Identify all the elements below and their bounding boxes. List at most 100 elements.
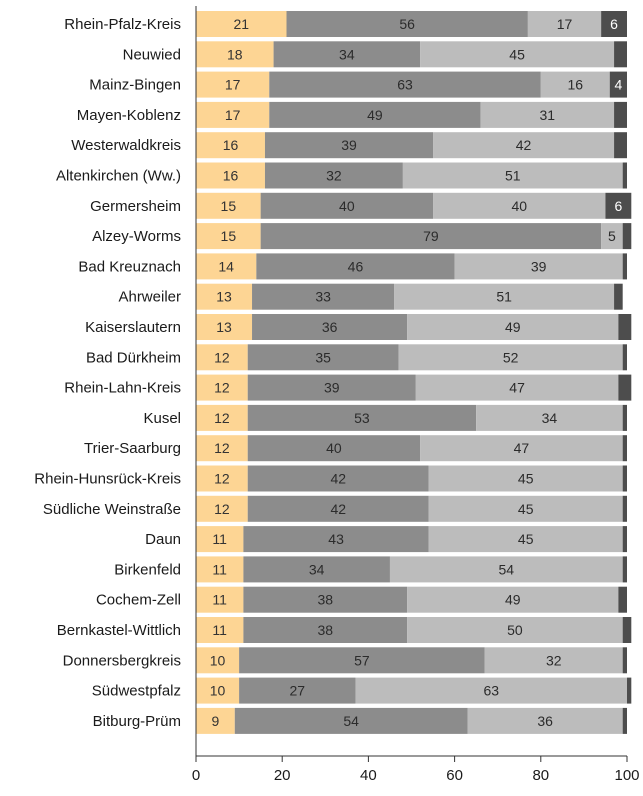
data-label: 45 [509, 46, 525, 62]
bar-segment-3 [389, 556, 623, 583]
bar-segment-1 [196, 374, 248, 401]
data-label: 40 [326, 440, 342, 456]
bar-segment-4 [614, 283, 623, 310]
bar-segment-3 [407, 314, 619, 340]
bar-segment-4 [618, 586, 627, 613]
bar-segment-4 [614, 132, 627, 159]
category-label: Bad Kreuznach [78, 258, 181, 275]
bar-segment-2 [243, 526, 429, 553]
data-label: 13 [216, 319, 232, 335]
bar-segment-4 [622, 556, 627, 583]
bar-segment-4 [622, 526, 627, 553]
bar-segment-1 [196, 314, 253, 340]
bar-segment-3 [527, 11, 602, 37]
data-label: 49 [367, 107, 383, 123]
bar-segment-4 [618, 314, 632, 340]
bar-segment-2 [243, 556, 390, 583]
category-label: Rhein-Hunsrück-Kreis [34, 471, 181, 488]
data-label: 16 [223, 137, 239, 153]
bar-segment-3 [428, 526, 623, 553]
data-label: 47 [509, 380, 525, 396]
bar-segment-3 [601, 223, 623, 250]
bar-segment-2 [256, 253, 455, 280]
bar-segment-3 [394, 283, 615, 310]
data-label: 12 [214, 410, 230, 426]
data-label: 63 [397, 77, 413, 93]
x-tick-label: 20 [274, 767, 291, 784]
bar-segment-1 [196, 41, 274, 68]
x-tick-label: 40 [360, 767, 377, 784]
bar-segment-1 [196, 132, 265, 159]
bar-segment-1 [196, 344, 248, 371]
data-label: 12 [214, 349, 230, 365]
data-label: 56 [399, 16, 415, 32]
category-label: Bad Dürkheim [86, 349, 181, 366]
bar-segment-2 [269, 71, 541, 98]
data-label: 6 [614, 198, 622, 214]
bar-segment-3 [433, 192, 606, 219]
bar-segment-4 [622, 404, 627, 431]
x-tick-label: 60 [446, 767, 463, 784]
category-label: Cochem-Zell [96, 592, 181, 609]
data-label: 12 [214, 440, 230, 456]
data-label: 51 [496, 289, 512, 305]
data-label: 79 [423, 228, 439, 244]
bar-segment-2 [247, 465, 429, 492]
data-label: 21 [233, 16, 249, 32]
data-label: 13 [216, 289, 232, 305]
category-label: Mayen-Koblenz [77, 107, 181, 124]
data-label: 51 [505, 168, 521, 184]
bar-segment-4 [614, 41, 627, 68]
bar-segment-3 [420, 41, 615, 68]
category-label: Südwestpfalz [92, 683, 181, 700]
bar-segment-1 [196, 11, 287, 37]
data-label: 17 [225, 107, 241, 123]
data-label: 17 [225, 77, 241, 93]
bar-segment-3 [484, 647, 623, 674]
bar-segment-1 [196, 647, 240, 674]
data-label: 11 [212, 561, 227, 577]
bar-segment-2 [239, 647, 485, 674]
bar-segment-2 [243, 617, 408, 643]
bar-segment-3 [540, 71, 610, 98]
category-label: Mainz-Bingen [89, 77, 181, 94]
bar-segment-2 [260, 192, 434, 219]
data-label: 33 [315, 289, 331, 305]
bar-segment-3 [454, 253, 623, 280]
data-label: 15 [221, 228, 237, 244]
data-label: 12 [214, 471, 230, 487]
bar-segment-1 [196, 71, 270, 98]
bar-segment-3 [398, 344, 623, 371]
bar-segment-1 [196, 253, 257, 280]
category-labels: Rhein-Pfalz-Kreis Neuwied Mainz-Bingen Maye… [34, 16, 181, 730]
data-label: 17 [557, 16, 573, 32]
data-label: 49 [505, 319, 521, 335]
data-label: 63 [483, 683, 499, 699]
data-label: 46 [348, 258, 364, 274]
bar-segment-2 [234, 707, 468, 734]
x-tick-label: 0 [192, 767, 200, 784]
data-label: 36 [322, 319, 338, 335]
data-label: 53 [354, 410, 370, 426]
bar-segment-4 [622, 162, 627, 189]
data-label: 40 [339, 198, 355, 214]
bar-segment-1 [196, 435, 248, 462]
bar-segment-4 [605, 192, 632, 219]
bar-segment-1 [196, 223, 261, 250]
bar-segment-4 [622, 344, 627, 371]
category-label: Alzey-Worms [92, 228, 181, 245]
bar-segment-1 [196, 192, 261, 219]
bar-segment-4 [622, 253, 627, 280]
data-label: 45 [518, 501, 534, 517]
data-label: 47 [514, 440, 530, 456]
bar-segment-3 [355, 677, 627, 704]
data-label: 15 [221, 198, 237, 214]
data-label: 38 [318, 592, 334, 608]
data-label: 54 [343, 713, 359, 729]
category-label: Rhein-Pfalz-Kreis [64, 16, 181, 33]
data-label: 50 [507, 622, 523, 638]
data-label: 32 [546, 652, 562, 668]
data-label: 14 [218, 258, 234, 274]
